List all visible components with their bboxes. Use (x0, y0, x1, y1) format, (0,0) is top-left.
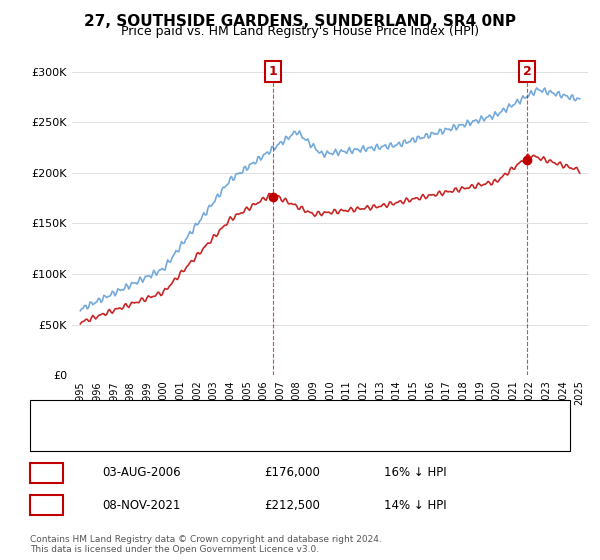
Text: HPI: Average price, detached house, Sunderland: HPI: Average price, detached house, Sund… (87, 432, 340, 442)
Text: 14% ↓ HPI: 14% ↓ HPI (384, 498, 446, 512)
Text: 16% ↓ HPI: 16% ↓ HPI (384, 466, 446, 479)
Text: 2: 2 (523, 65, 532, 78)
Text: £212,500: £212,500 (264, 498, 320, 512)
Text: 2: 2 (42, 498, 51, 512)
Text: £176,000: £176,000 (264, 466, 320, 479)
Text: 27, SOUTHSIDE GARDENS, SUNDERLAND, SR4 0NP (detached house): 27, SOUTHSIDE GARDENS, SUNDERLAND, SR4 0… (87, 409, 446, 419)
Text: 1: 1 (42, 466, 51, 479)
Text: Contains HM Land Registry data © Crown copyright and database right 2024.
This d: Contains HM Land Registry data © Crown c… (30, 535, 382, 554)
Text: 03-AUG-2006: 03-AUG-2006 (102, 466, 181, 479)
Text: 27, SOUTHSIDE GARDENS, SUNDERLAND, SR4 0NP: 27, SOUTHSIDE GARDENS, SUNDERLAND, SR4 0… (84, 14, 516, 29)
Text: 1: 1 (269, 65, 277, 78)
Text: Price paid vs. HM Land Registry's House Price Index (HPI): Price paid vs. HM Land Registry's House … (121, 25, 479, 38)
Text: 08-NOV-2021: 08-NOV-2021 (102, 498, 181, 512)
